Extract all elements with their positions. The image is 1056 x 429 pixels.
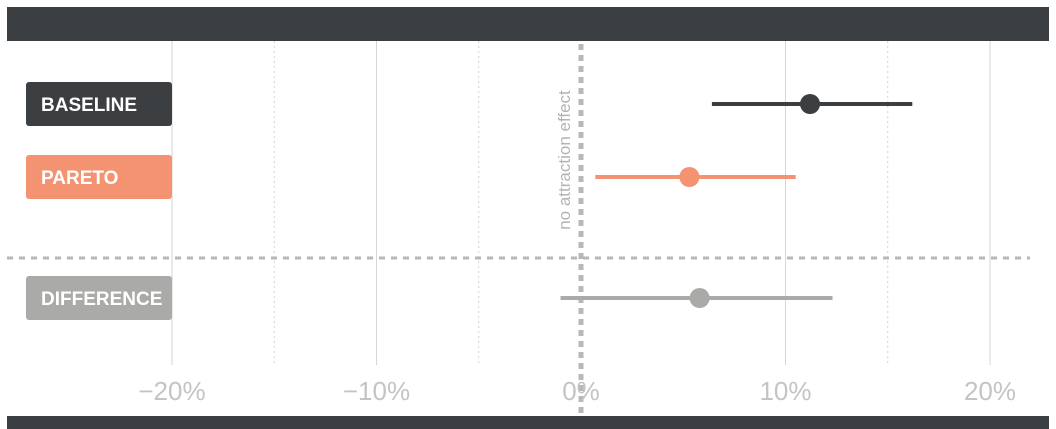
bottom-frame-bar: [7, 416, 1049, 429]
series-label: DIFFERENCE: [41, 289, 162, 310]
series-row: DIFFERENCE: [26, 276, 833, 320]
series-label: PARETO: [41, 168, 118, 189]
reference-line-label: no attraction effect: [555, 90, 574, 230]
x-tick-label: −10%: [343, 376, 410, 406]
x-axis-ticks: −20% −10% 0% 10% 20%: [138, 376, 1016, 406]
series-label-box: [26, 276, 172, 320]
series-row: BASELINE: [26, 82, 913, 126]
top-frame-bar: [7, 7, 1049, 41]
x-tick-label: 0%: [562, 376, 600, 406]
series-label-box: [26, 82, 172, 126]
point-estimate: [679, 167, 700, 187]
series-row: PARETO: [26, 155, 796, 199]
point-estimate: [800, 94, 821, 114]
series-rows: BASELINE PARETO DIFFERENCE: [26, 82, 913, 320]
series-label: BASELINE: [41, 95, 137, 116]
point-estimate: [689, 288, 710, 308]
x-tick-label: −20%: [138, 376, 205, 406]
x-tick-label: 20%: [964, 376, 1016, 406]
x-tick-label: 10%: [759, 376, 811, 406]
series-label-box: [26, 155, 172, 199]
